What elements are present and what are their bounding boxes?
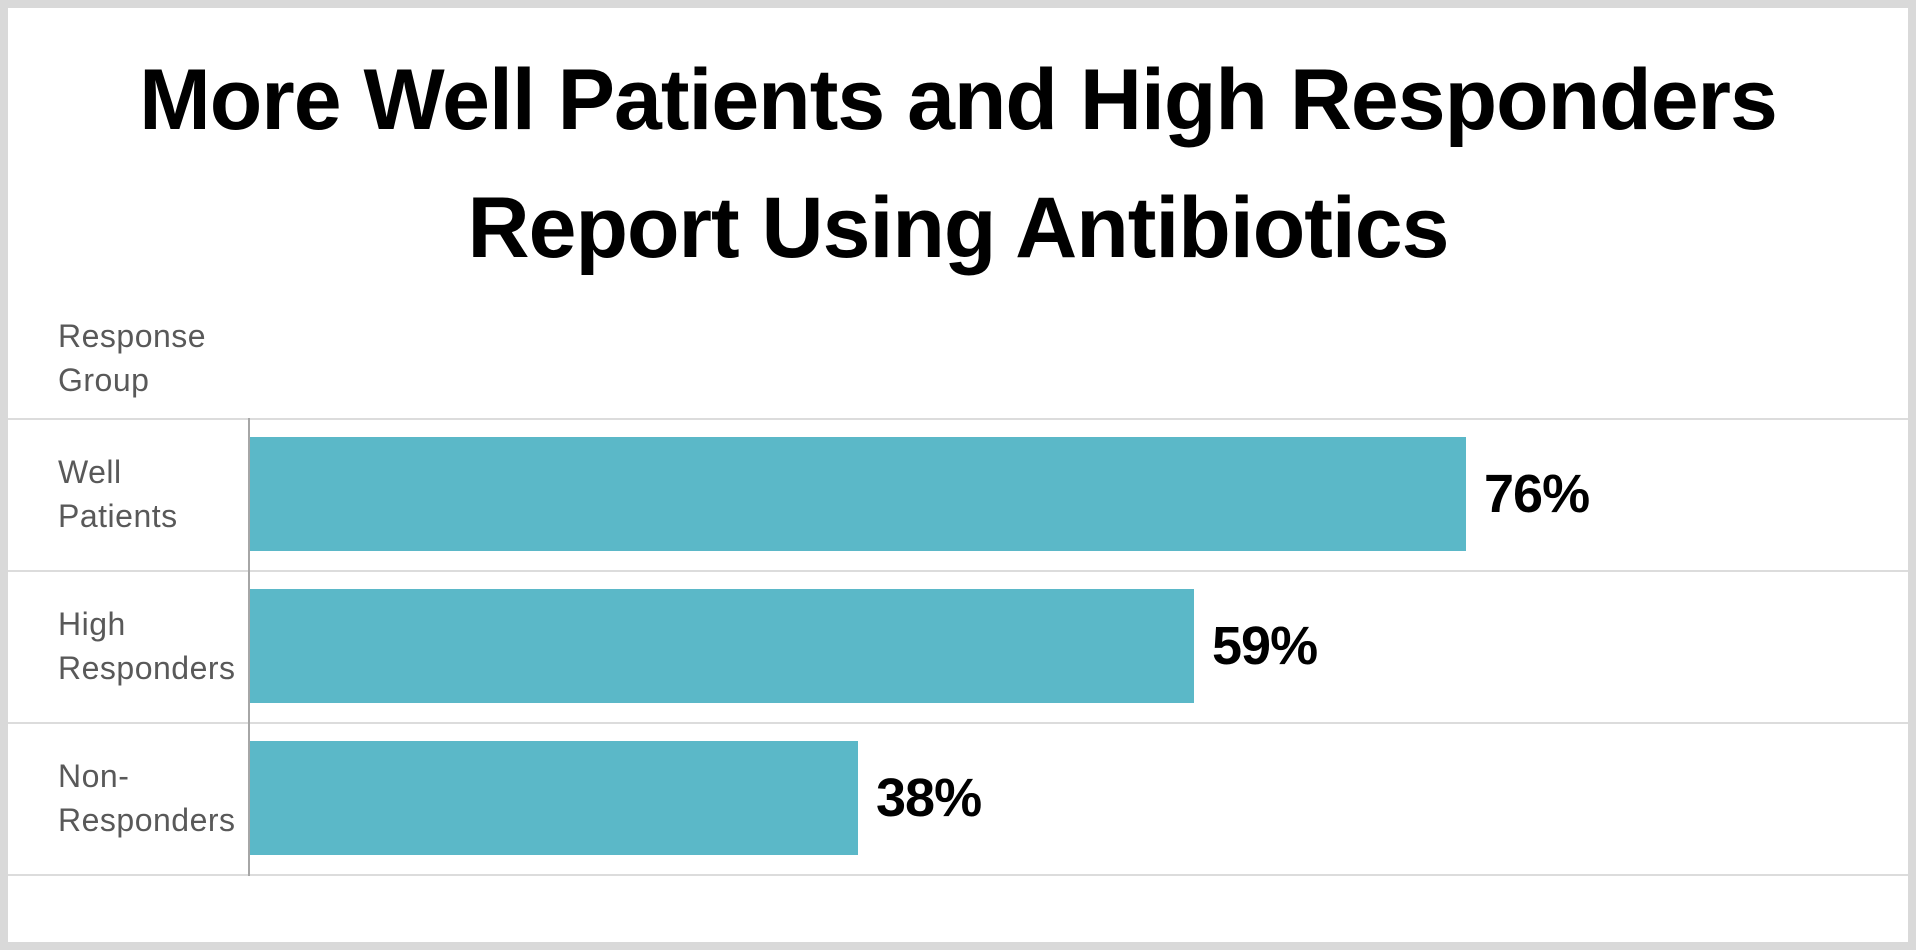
bar-row: High Responders 59% xyxy=(8,570,1908,722)
value-label: 38% xyxy=(876,768,982,828)
y-axis-line xyxy=(248,418,250,876)
bar xyxy=(250,589,1194,703)
y-axis-label: Response Group xyxy=(58,318,207,398)
bar-row: Well Patients 76% xyxy=(8,418,1908,570)
gridline xyxy=(8,722,1908,724)
category-label: High Responders xyxy=(58,606,236,686)
bar xyxy=(250,437,1466,551)
value-label: 59% xyxy=(1212,616,1318,676)
chart-title-line-2: Report Using Antibiotics xyxy=(467,180,1450,276)
chart-title: More Well Patients and High Responders R… xyxy=(8,36,1908,292)
plot-area: Well Patients 76% High Responders 59% No… xyxy=(8,418,1908,876)
bar xyxy=(250,741,858,855)
bar-row: Non-Responders 38% xyxy=(8,722,1908,874)
gridline xyxy=(8,570,1908,572)
value-label: 76% xyxy=(1484,464,1590,524)
chart-title-line-1: More Well Patients and High Responders xyxy=(139,52,1778,148)
category-label: Well Patients xyxy=(58,454,178,534)
gridline xyxy=(8,418,1908,420)
category-label: Non-Responders xyxy=(58,758,236,838)
gridline xyxy=(8,874,1908,876)
